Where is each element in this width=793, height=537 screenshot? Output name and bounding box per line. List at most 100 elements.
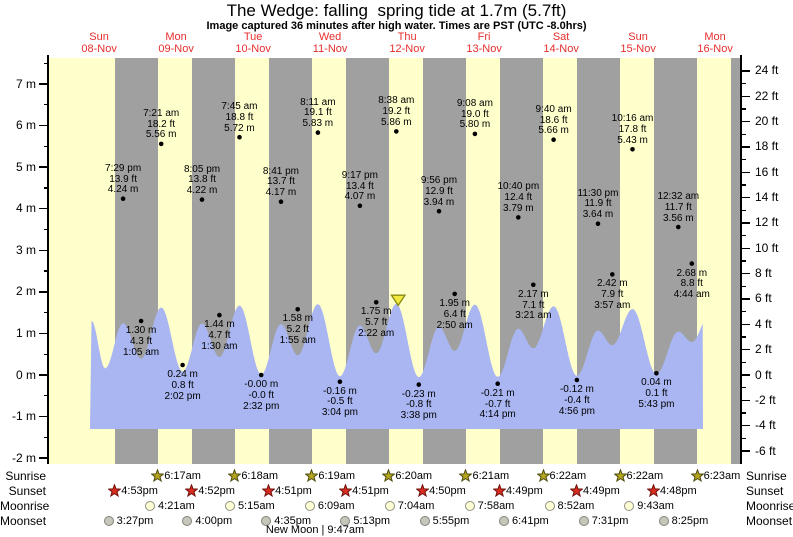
- tide-event-label: 2.17 m 7.1 ft 3:21 am: [488, 289, 578, 322]
- moonrise-circle: [304, 501, 315, 511]
- tide-event-line: 1.44 m: [204, 319, 235, 331]
- tide-event-line: 13.4 ft: [345, 180, 374, 192]
- moonrise-time: 8:52am: [557, 500, 595, 512]
- tide-event-label: 1.44 m 4.7 ft 1:30 am: [174, 319, 264, 352]
- high-tide-dot: [120, 196, 126, 201]
- sunrise-time: 6:19am: [318, 470, 356, 482]
- high-tide-dot: [630, 147, 635, 152]
- tide-event-line: 3.79 m: [503, 203, 534, 215]
- tide-event-line: 4.7 ft: [208, 329, 231, 341]
- sunrise-star: [304, 468, 320, 488]
- tide-event-label: 7:21 am 18.2 ft 5.56 m: [116, 108, 206, 141]
- night-band: [730, 58, 741, 464]
- moonrise-circle: [624, 501, 635, 511]
- high-tide-dot: [595, 221, 601, 226]
- right-axis-minor-tick: [741, 184, 746, 186]
- right-axis-tick: [741, 374, 750, 376]
- tide-event-line: 8:38 am: [378, 95, 415, 107]
- right-axis-tick: [741, 247, 750, 249]
- tide-event-line: 5.56 m: [145, 129, 177, 141]
- sunset-time: 4:49pm: [583, 485, 620, 497]
- tide-event-line: 3:04 pm: [321, 407, 358, 419]
- tide-event-line: -0.5 ft: [327, 396, 353, 408]
- low-tide-dot: [574, 377, 580, 383]
- sunrise-time: 6:18am: [241, 470, 279, 482]
- tide-event-line: 3:21 am: [515, 310, 552, 322]
- right-axis-minor-tick: [741, 209, 746, 211]
- right-axis-minor-tick: [741, 285, 746, 287]
- day-label: Fri 13-Nov: [449, 31, 519, 55]
- left-axis-tick: [39, 124, 48, 127]
- tide-event-line: 4.22 m: [186, 185, 218, 197]
- tide-event-line: 13.8 ft: [188, 174, 216, 186]
- left-axis-tick-label: 7 m: [15, 76, 36, 91]
- moonset-time: 5:55pm: [432, 515, 470, 527]
- right-axis-tick: [741, 272, 750, 275]
- tide-event-line: 5.86 m: [381, 116, 412, 128]
- low-tide-dot: [337, 379, 343, 385]
- right-axis-minor-tick: [741, 412, 746, 414]
- low-tide-dot: [416, 382, 422, 387]
- tide-event-line: 2:50 am: [436, 319, 473, 331]
- day-date: 09-Nov: [158, 42, 194, 55]
- tide-event-line: 6.4 ft: [443, 308, 466, 320]
- left-axis-minor-tick: [43, 187, 48, 189]
- tide-event-line: 4.17 m: [265, 187, 297, 199]
- left-axis-tick: [39, 374, 48, 376]
- right-axis-tick: [741, 171, 750, 173]
- left-axis-minor-tick: [43, 145, 48, 148]
- left-axis-tick-label: 6 m: [15, 118, 36, 133]
- left-axis-tick-label: 2 m: [15, 284, 36, 299]
- day-name: Sun: [628, 31, 648, 43]
- right-axis-minor-tick: [741, 437, 746, 440]
- tide-event-line: 9:40 am: [535, 103, 572, 115]
- left-axis-tick-label: 4 m: [15, 201, 36, 216]
- tide-event-line: 2.68 m: [676, 267, 708, 279]
- tide-event-line: 12.9 ft: [425, 186, 453, 197]
- day-date: 13-Nov: [466, 42, 502, 55]
- low-tide-dot: [610, 272, 615, 277]
- sunrise-time: 6:20am: [395, 470, 433, 482]
- tide-event-line: 19.2 ft: [382, 106, 411, 118]
- tide-event-line: 7.1 ft: [522, 299, 545, 311]
- day-label: Sun 08-Nov: [64, 31, 134, 55]
- tide-event-line: 0.8 ft: [171, 379, 194, 391]
- moonset-time: 3:27pm: [116, 515, 154, 527]
- row-label-moonset-right: Moonset: [746, 513, 793, 528]
- left-axis-tick-label: 5 m: [15, 159, 36, 174]
- tide-event-line: 17.8 ft: [618, 124, 647, 136]
- day-name: Thu: [397, 31, 417, 43]
- tide-event-label: -0.12 m -0.4 ft 4:56 pm: [532, 384, 622, 417]
- moonset-circle: [182, 516, 193, 526]
- day-name: Mon: [704, 31, 726, 43]
- day-label: Tue 10-Nov: [218, 31, 288, 55]
- tide-event-label: 12:32 am 11.7 ft 3.56 m: [633, 191, 723, 224]
- tide-event-line: 13.7 ft: [267, 176, 295, 188]
- low-tide-dot: [654, 371, 659, 376]
- tide-event-line: 3.94 m: [423, 196, 455, 208]
- tide-event-line: 12:32 am: [657, 191, 700, 202]
- low-tide-dot: [373, 300, 379, 305]
- left-axis-tick: [39, 249, 48, 251]
- tide-event-label: 1.58 m 5.2 ft 1:55 am: [253, 313, 343, 346]
- right-axis-tick-label: 22 ft: [755, 88, 779, 103]
- tide-event-line: 5:43 pm: [638, 398, 675, 410]
- sunrise-time: 6:22am: [549, 470, 587, 482]
- right-axis-tick-label: 4 ft: [755, 316, 772, 331]
- right-axis-tick-label: 18 ft: [755, 139, 779, 154]
- left-axis-tick: [39, 83, 48, 85]
- tide-event-label: 9:08 am 19.0 ft 5.80 m: [430, 98, 520, 131]
- sunset-time: 4:51pm: [352, 485, 389, 497]
- tide-event-line: 8:05 pm: [183, 163, 221, 175]
- tide-event-line: 3.56 m: [663, 212, 694, 224]
- tide-event-line: 5.43 m: [617, 134, 648, 146]
- day-name: Mon: [165, 31, 187, 43]
- tide-event-line: 8:11 am: [300, 96, 336, 108]
- high-tide-dot: [472, 131, 478, 137]
- left-axis-tick: [39, 457, 48, 459]
- day-label: Mon 09-Nov: [141, 31, 211, 55]
- day-label: Mon 16-Nov: [680, 31, 750, 55]
- row-label-sunrise-left: Sunrise: [5, 468, 46, 483]
- tide-event-label: 7:29 pm 13.9 ft 4.24 m: [78, 163, 168, 196]
- high-tide-dot: [357, 203, 363, 209]
